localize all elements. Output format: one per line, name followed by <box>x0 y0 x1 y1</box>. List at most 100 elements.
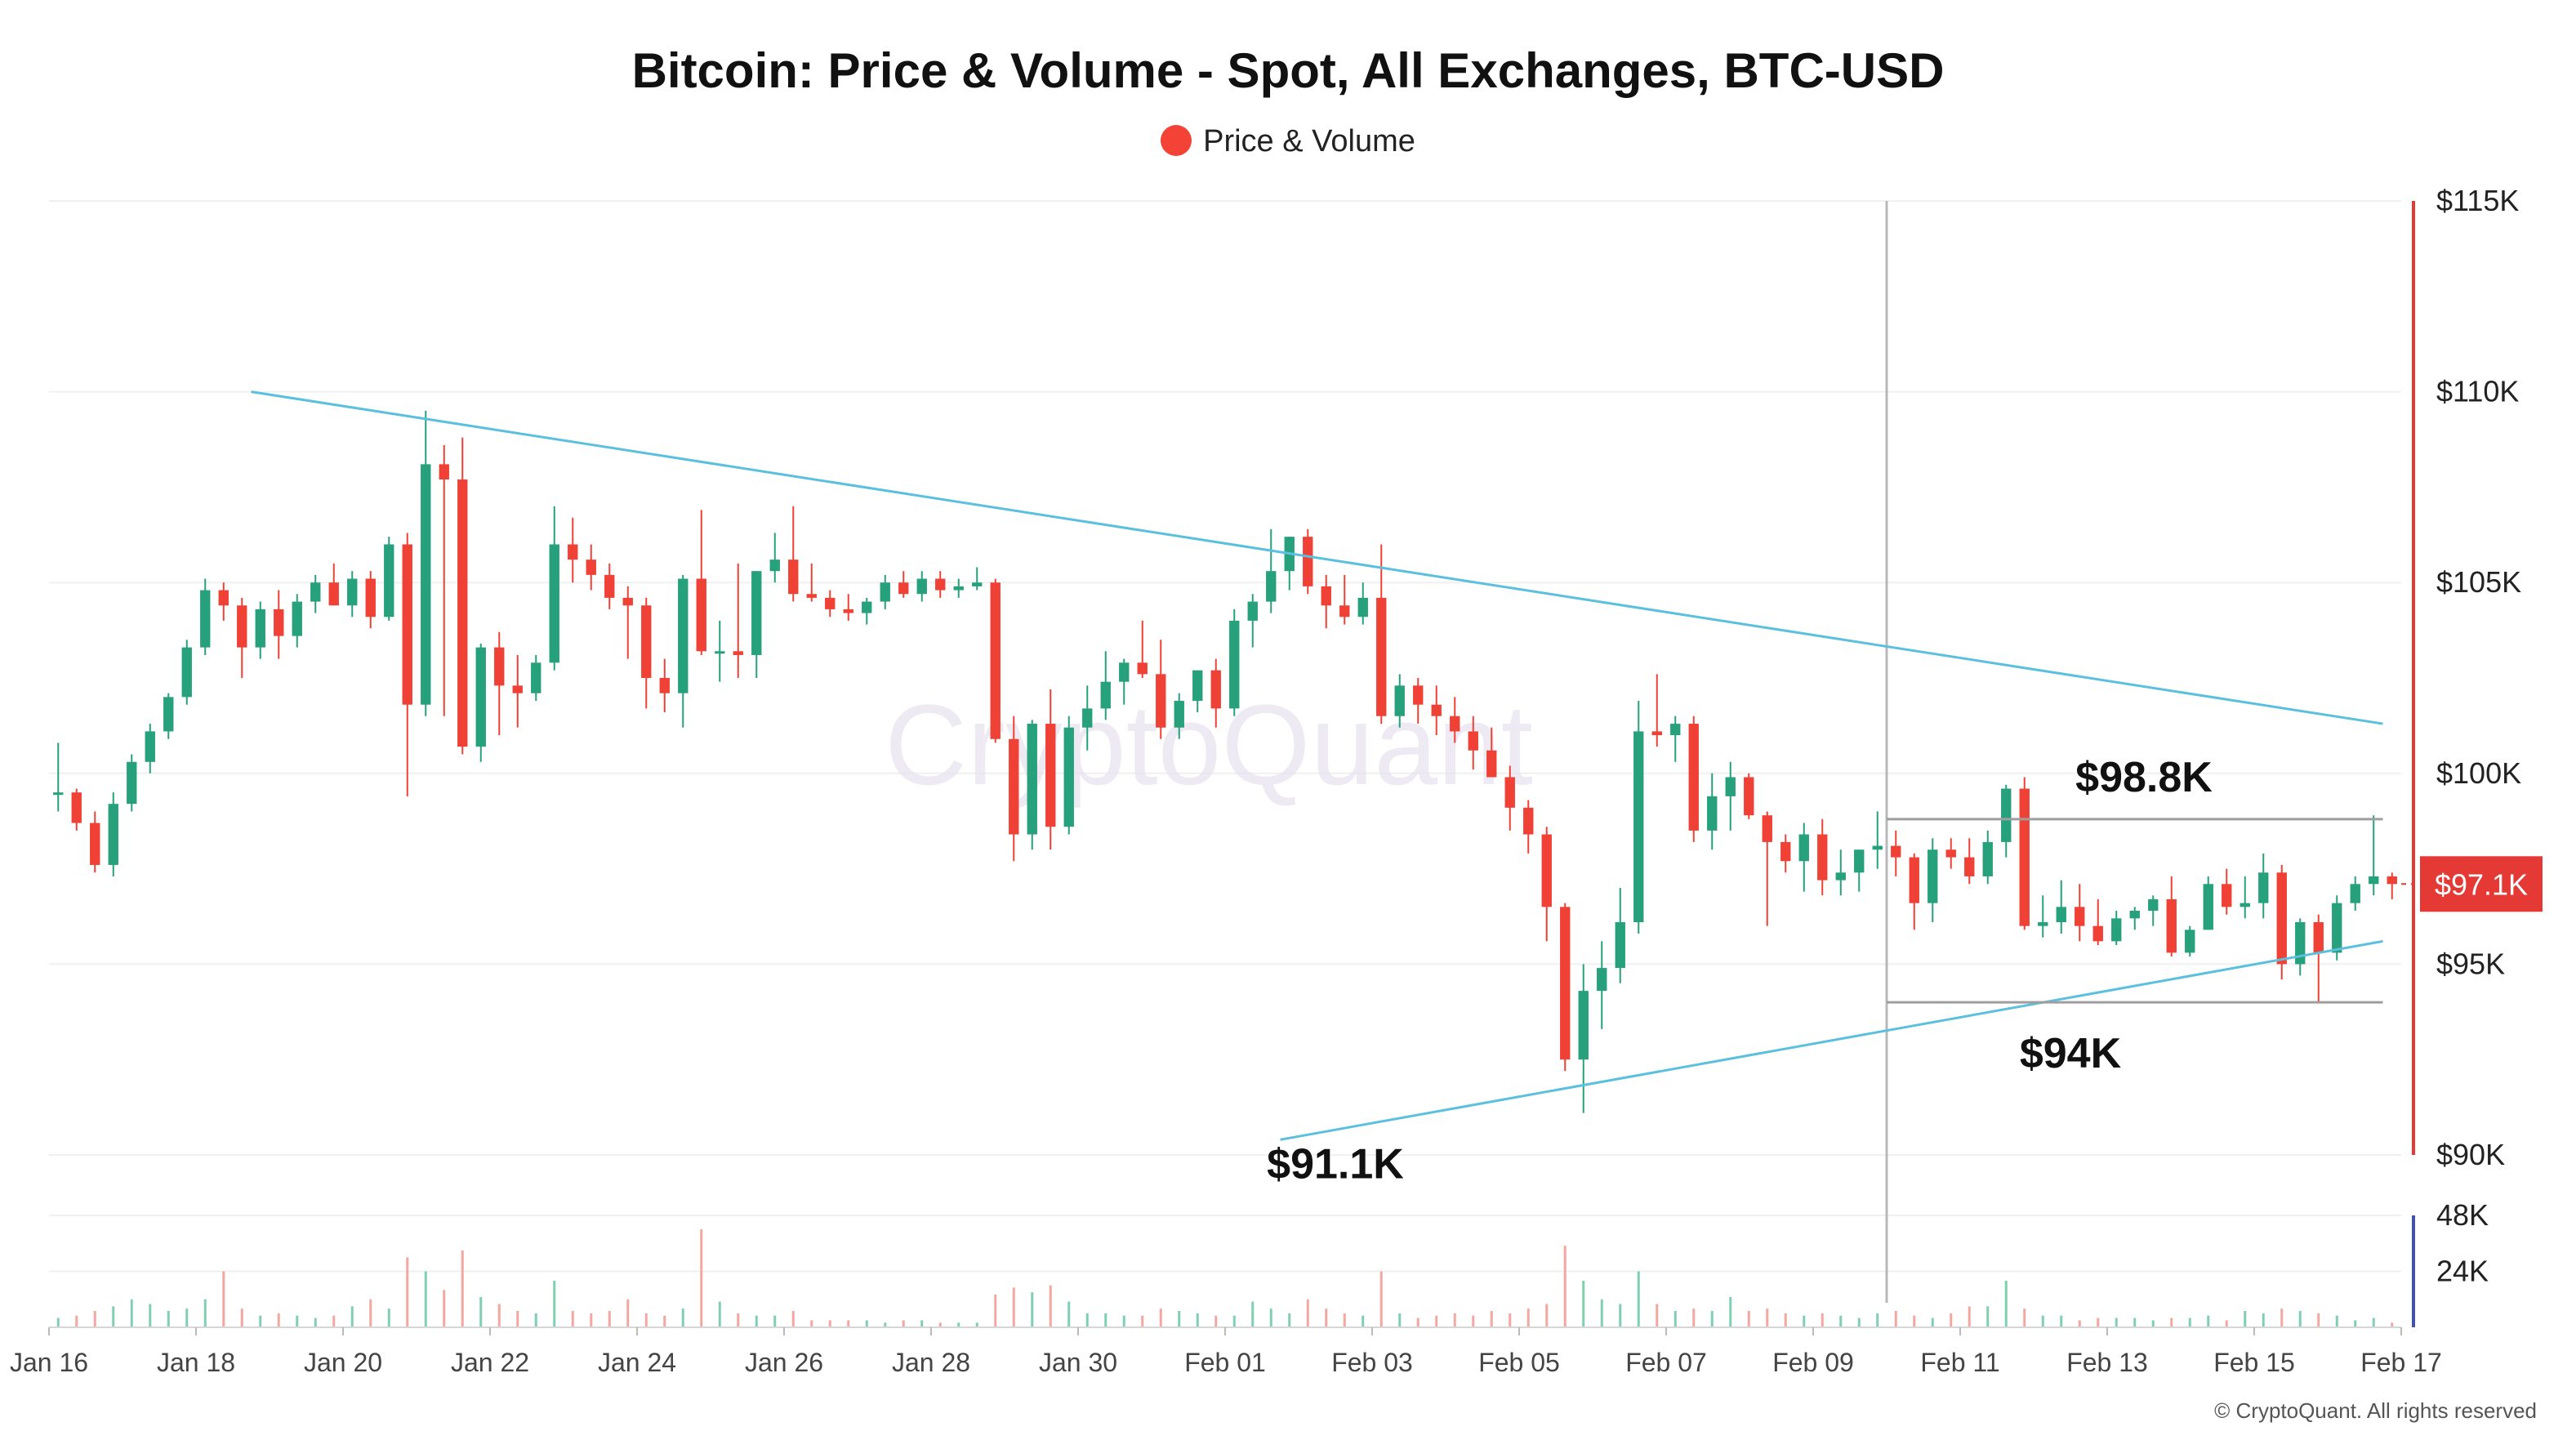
candle-body <box>1210 670 1221 709</box>
x-tick-label: Feb 15 <box>2213 1348 2295 1377</box>
candle-body <box>696 578 706 652</box>
candle-body <box>1854 849 1865 873</box>
candle-body <box>1688 724 1699 831</box>
candle-body <box>328 582 339 606</box>
candle-body <box>2038 922 2048 926</box>
x-tick-label: Feb 11 <box>1920 1348 1999 1377</box>
candle-body <box>2185 930 2195 953</box>
gridlines <box>49 200 2401 1273</box>
candle-body <box>1633 731 1644 923</box>
candle-body <box>1651 731 1662 736</box>
candle-body <box>421 464 431 705</box>
x-tick-label: Jan 16 <box>10 1348 88 1377</box>
candle-body <box>1541 834 1552 907</box>
candle-body <box>71 792 82 823</box>
x-tick-label: Jan 20 <box>304 1348 382 1377</box>
candle-body <box>1780 841 1791 862</box>
candle-body <box>1450 716 1460 732</box>
candle-body <box>659 678 670 693</box>
x-tick-label: Feb 13 <box>2066 1348 2148 1377</box>
candle-body <box>494 647 505 686</box>
candle-body <box>2129 910 2140 919</box>
candle-body <box>1982 841 1993 876</box>
candle-body <box>292 601 302 636</box>
candle-body <box>2075 907 2085 926</box>
candle-body <box>145 731 155 762</box>
candle-body <box>641 605 652 678</box>
candle-body <box>1431 704 1442 716</box>
candle-body <box>2313 922 2324 953</box>
candle-body <box>568 544 578 560</box>
x-tick-label: Feb 09 <box>1772 1348 1854 1377</box>
candle-body <box>1725 777 1736 796</box>
x-tick-label: Jan 22 <box>451 1348 529 1377</box>
candle-body <box>586 560 596 575</box>
candle-body <box>1376 597 1387 716</box>
candle-body <box>439 464 449 480</box>
current-price-label: $97.1K <box>2435 867 2528 901</box>
price-tick-label: $90K <box>2436 1138 2505 1171</box>
x-tick-label: Feb 01 <box>1184 1348 1266 1377</box>
candle-body <box>1486 750 1497 778</box>
candle-body <box>1615 922 1625 969</box>
x-tick-label: Feb 05 <box>1478 1348 1560 1377</box>
candle-body <box>365 578 376 617</box>
chart-title: Bitcoin: Price & Volume - Spot, All Exch… <box>631 43 1945 98</box>
price-tick-label: $110K <box>2436 375 2519 408</box>
x-tick-label: Feb 07 <box>1625 1348 1707 1377</box>
legend-label: Price & Volume <box>1203 124 1415 158</box>
candle-body <box>733 651 743 655</box>
candle-body <box>1523 807 1534 835</box>
candle-body <box>2258 872 2269 903</box>
candle-body <box>1504 777 1515 808</box>
candle-body <box>2387 876 2397 885</box>
candle-body <box>1707 796 1718 831</box>
candle-body <box>2350 884 2360 903</box>
candle-body <box>1027 724 1037 835</box>
candle-body <box>347 578 358 606</box>
candle-body <box>880 582 890 602</box>
candle-body <box>1670 724 1681 736</box>
candle-body <box>200 590 211 648</box>
candle-body <box>1964 857 1975 876</box>
candle-body <box>935 578 946 591</box>
price-annotation: $91.1K <box>1267 1141 1404 1188</box>
candle-body <box>163 697 174 732</box>
candle-body <box>1119 662 1130 682</box>
candle-body <box>1909 857 1919 903</box>
x-tick-label: Feb 03 <box>1331 1348 1413 1377</box>
overlays: $98.8K $94K $91.1K $97.1K <box>251 201 2543 1303</box>
candle-body <box>990 582 1001 739</box>
candle-body <box>622 597 633 606</box>
candle-body <box>862 601 872 613</box>
candle-body <box>788 560 799 595</box>
price-tick-label: $95K <box>2436 947 2505 980</box>
x-tick-label: Jan 18 <box>157 1348 235 1377</box>
axes: $90K $95K $100K $105K $110K $115K 24K 48K Jan 16… <box>10 184 2521 1377</box>
candle-body <box>402 544 412 705</box>
candle-body <box>1357 597 1368 617</box>
candle-body <box>972 582 983 586</box>
candle-body <box>1468 731 1478 751</box>
legend[interactable]: Price & Volume <box>0 124 2576 159</box>
candle-body <box>678 578 689 693</box>
x-tick-label: Jan 24 <box>598 1348 676 1377</box>
candle-body <box>953 586 964 591</box>
candle-body <box>1339 605 1350 617</box>
volume-tick-label: 48K <box>2436 1198 2489 1232</box>
volume-bars <box>56 1229 2394 1327</box>
candle-body <box>1229 620 1240 709</box>
candle-body <box>457 479 468 747</box>
candle-body <box>1321 586 1331 606</box>
price-tick-label: $115K <box>2436 184 2519 217</box>
candle-body <box>384 544 394 617</box>
candle-body <box>1174 701 1184 728</box>
candle-body <box>1394 685 1405 716</box>
x-tick-label: Jan 28 <box>892 1348 970 1377</box>
candle-body <box>2332 903 2342 953</box>
trendline <box>1280 939 2383 1141</box>
candle-body <box>2203 884 2213 930</box>
candle-body <box>1578 991 1589 1060</box>
current-price-tag <box>2420 856 2543 912</box>
candle-body <box>255 609 265 648</box>
